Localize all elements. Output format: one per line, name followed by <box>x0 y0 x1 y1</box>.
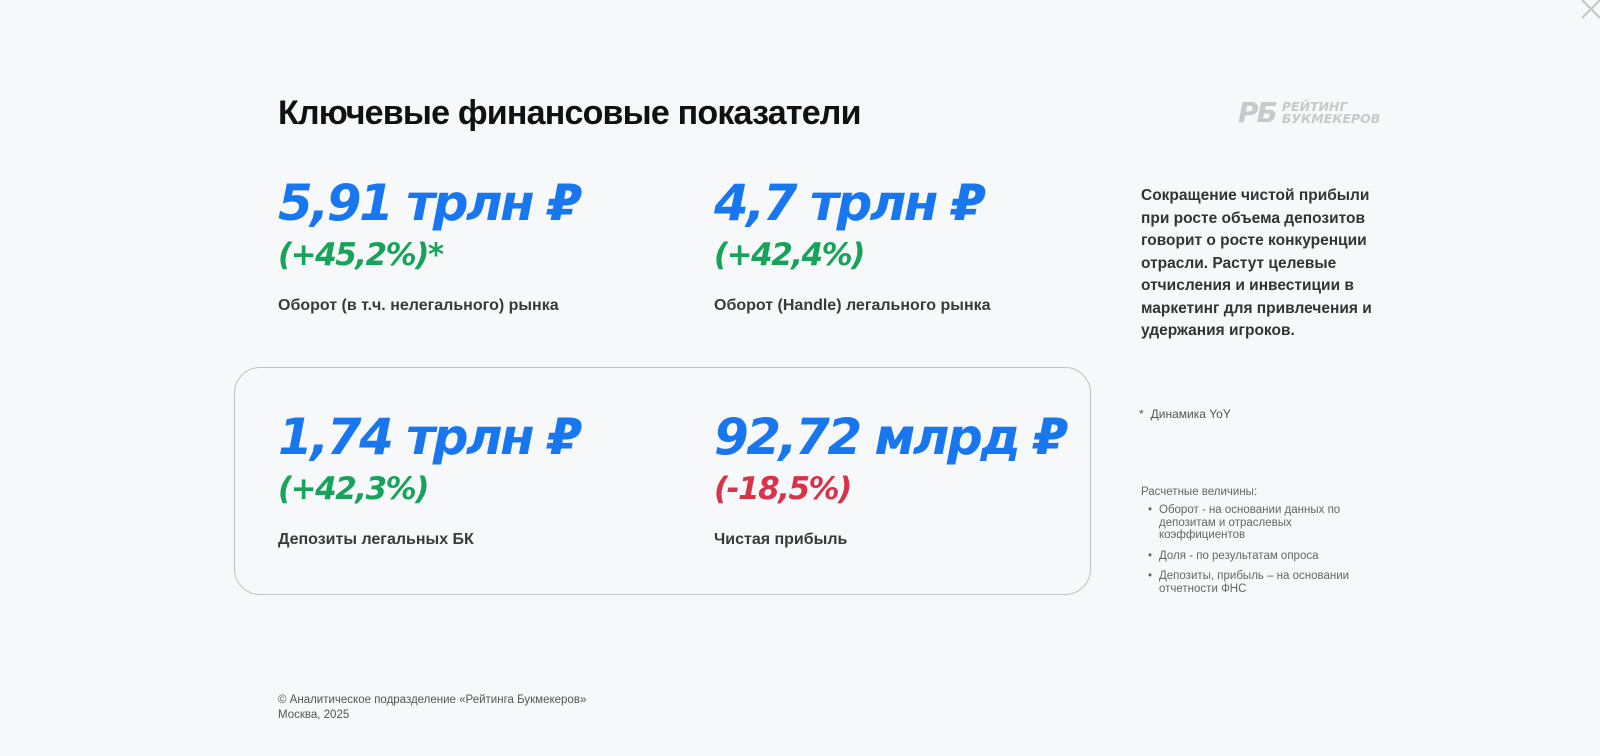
metric-change: (-18,5%) <box>714 471 852 507</box>
metric-value: 4,7 трлн ₽ <box>714 174 986 232</box>
highlight-box <box>234 367 1091 595</box>
metric-label: Чистая прибыль <box>714 531 848 548</box>
metric-change: (+42,4%) <box>714 237 865 273</box>
calculation-notes: Расчетные величины: • Оборот - на основа… <box>1141 486 1371 603</box>
bullet: • <box>1148 570 1153 582</box>
bullet: • <box>1148 549 1153 562</box>
logo-line-2: БУКМЕКЕРОВ <box>1281 111 1381 126</box>
list-item-text: Депозиты, прибыль – на основании отчетно… <box>1159 570 1350 595</box>
metric-label: Оборот (в т.ч. нелегального) рынка <box>278 297 559 314</box>
logo-text: РЕЙТИНГ БУКМЕКЕРОВ <box>1281 99 1381 126</box>
metric-deposits: 1,74 трлн ₽ (+42,3%) Депозиты легальных … <box>278 408 582 549</box>
metric-change: (+42,3%) <box>278 471 429 507</box>
footer: © Аналитическое подразделение «Рейтинга … <box>278 693 586 723</box>
copyright: © Аналитическое подразделение «Рейтинга … <box>278 694 587 706</box>
metric-value: 1,74 трлн ₽ <box>278 408 582 466</box>
close-icon <box>1581 0 1600 19</box>
metric-label: Депозиты легальных БК <box>278 531 474 548</box>
metric-legal-handle: 4,7 трлн ₽ (+42,4%) Оборот (Handle) лега… <box>714 178 991 315</box>
logo-mark: РБ <box>1238 96 1278 129</box>
close-button[interactable] <box>1576 0 1600 22</box>
calc-list: • Оборот - на основании данных по депози… <box>1141 504 1371 595</box>
metric-total-turnover: 5,91 трлн ₽ (+45,2%)* Оборот (в т.ч. нел… <box>278 174 582 315</box>
footnote-mark: * <box>1139 407 1144 421</box>
metric-value: 5,91 трлн ₽ <box>278 174 582 232</box>
footnote: * Динамика YoY <box>1139 407 1231 421</box>
metric-value: 92,72 млрд ₽ <box>714 408 1068 466</box>
metric-net-profit: 92,72 млрд ₽ (-18,5%) Чистая прибыль <box>714 408 1068 549</box>
list-item: • Депозиты, прибыль – на основании отчет… <box>1141 570 1371 595</box>
metric-label: Оборот (Handle) легального рынка <box>714 297 991 314</box>
list-item-text: Доля - по результатам опроса <box>1159 549 1319 562</box>
list-item-text: Оборот - на основании данных по депозита… <box>1159 504 1341 541</box>
list-item: • Оборот - на основании данных по депози… <box>1141 504 1371 542</box>
footnote-text: Динамика YoY <box>1150 407 1231 421</box>
list-item: • Доля - по результатам опроса <box>1141 550 1371 563</box>
brand-logo: РБ РЕЙТИНГ БУКМЕКЕРОВ <box>1238 98 1388 128</box>
bullet: • <box>1148 504 1153 516</box>
metric-change: (+45,2%)* <box>278 237 444 273</box>
calc-title: Расчетные величины: <box>1141 486 1258 498</box>
page-title: Ключевые финансовые показатели <box>278 94 862 132</box>
logo-line-1: РЕЙТИНГ <box>1281 99 1348 114</box>
location-year: Москва, 2025 <box>278 709 350 721</box>
commentary-note: Сокращение чистой прибыли при росте объе… <box>1141 187 1372 339</box>
